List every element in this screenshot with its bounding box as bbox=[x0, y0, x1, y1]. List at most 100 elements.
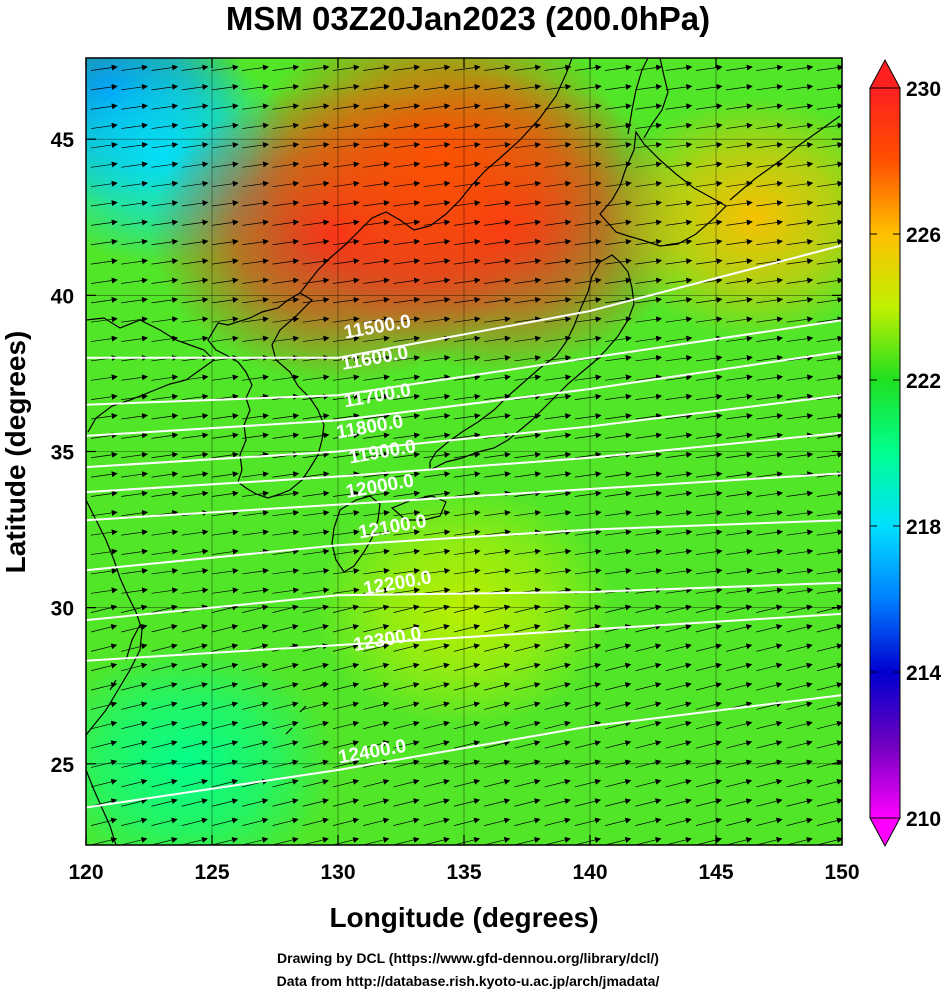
wind-vector bbox=[211, 180, 239, 188]
wind-vector bbox=[272, 548, 300, 555]
wind-vector bbox=[363, 122, 390, 129]
wind-vector bbox=[756, 335, 784, 342]
wind-vector bbox=[605, 180, 632, 188]
wind-vector bbox=[242, 374, 269, 381]
wind-vector bbox=[514, 817, 541, 826]
wind-vector bbox=[272, 490, 300, 497]
wind-vector bbox=[242, 817, 269, 826]
wind-vector bbox=[665, 335, 693, 342]
wind-vector bbox=[484, 200, 511, 207]
wind-vector bbox=[181, 451, 209, 459]
wind-vector bbox=[211, 817, 239, 826]
wind-vector bbox=[544, 509, 572, 517]
wind-vector bbox=[725, 682, 753, 691]
wind-vector bbox=[151, 296, 179, 304]
wind-vector bbox=[151, 393, 179, 401]
wind-vector bbox=[605, 740, 632, 749]
wind-vector bbox=[181, 238, 209, 246]
wind-vector bbox=[695, 296, 723, 304]
wind-vector bbox=[181, 142, 209, 149]
wind-vector bbox=[453, 837, 481, 845]
wind-vector bbox=[423, 432, 451, 439]
wind-vector bbox=[242, 296, 269, 304]
wind-vector bbox=[453, 180, 481, 188]
wind-vector bbox=[181, 529, 209, 536]
wind-vector bbox=[786, 720, 813, 730]
wind-vector bbox=[181, 662, 208, 672]
wind-vector bbox=[605, 393, 632, 401]
wind-vector bbox=[726, 161, 753, 168]
wind-vector bbox=[121, 529, 149, 536]
wind-vector bbox=[484, 413, 511, 420]
wind-vector bbox=[242, 219, 269, 226]
wind-vector bbox=[302, 335, 330, 342]
wind-vector bbox=[393, 83, 421, 91]
wind-vector bbox=[605, 161, 632, 168]
wind-vector bbox=[423, 161, 451, 168]
wind-vector bbox=[90, 432, 118, 439]
wind-vector bbox=[181, 490, 209, 497]
wind-vector bbox=[725, 798, 753, 807]
wind-vector bbox=[90, 83, 118, 91]
wind-vector bbox=[272, 837, 299, 845]
wind-vector bbox=[605, 238, 632, 246]
wind-vector bbox=[423, 778, 450, 788]
wind-vector bbox=[574, 471, 602, 478]
wind-vector bbox=[181, 103, 209, 110]
wind-vector bbox=[574, 277, 602, 284]
wind-vector bbox=[151, 798, 178, 807]
wind-vector bbox=[574, 413, 602, 420]
wind-vector bbox=[786, 103, 814, 110]
wind-vector bbox=[695, 837, 723, 845]
wind-vector bbox=[302, 701, 329, 710]
wind-vector bbox=[665, 296, 693, 304]
wind-vector bbox=[484, 701, 511, 710]
wind-vector bbox=[816, 103, 842, 110]
colorbar-tick-label: 218 bbox=[906, 516, 941, 539]
wind-vector bbox=[272, 701, 299, 710]
wind-vector bbox=[332, 219, 360, 226]
wind-vector bbox=[786, 122, 814, 129]
wind-vector bbox=[605, 529, 632, 536]
wind-vector bbox=[665, 759, 692, 768]
wind-vector bbox=[635, 432, 663, 439]
wind-vector bbox=[121, 643, 148, 652]
wind-vector bbox=[605, 759, 632, 768]
wind-vector bbox=[605, 682, 632, 691]
wind-vector bbox=[393, 355, 421, 362]
wind-vector bbox=[453, 490, 481, 497]
wind-vector bbox=[363, 296, 390, 304]
wind-vector bbox=[756, 142, 784, 149]
wind-vector bbox=[302, 604, 329, 613]
wind-vector bbox=[453, 142, 481, 149]
wind-vector bbox=[786, 316, 814, 323]
colorbar-tick-label: 210 bbox=[906, 808, 941, 831]
wind-vector bbox=[363, 548, 390, 555]
wind-vector bbox=[242, 103, 269, 110]
wind-vector bbox=[453, 64, 481, 71]
wind-vector bbox=[363, 393, 390, 401]
wind-vector bbox=[453, 451, 481, 459]
wind-vector bbox=[151, 335, 179, 342]
wind-vector bbox=[605, 548, 632, 555]
wind-vector bbox=[332, 277, 360, 284]
wind-vector bbox=[302, 817, 329, 826]
wind-vector bbox=[453, 604, 481, 613]
wind-vector bbox=[242, 837, 269, 845]
wind-vector bbox=[786, 529, 814, 536]
wind-vector bbox=[393, 604, 420, 613]
wind-vector bbox=[211, 604, 239, 613]
wind-vector bbox=[726, 296, 753, 304]
wind-vector bbox=[332, 180, 360, 188]
wind-vector bbox=[272, 335, 300, 342]
wind-vector bbox=[90, 258, 118, 265]
wind-vector bbox=[756, 509, 784, 517]
wind-vector bbox=[665, 509, 693, 517]
contour-line bbox=[86, 472, 842, 522]
wind-vector bbox=[514, 837, 541, 845]
wind-vector bbox=[121, 568, 149, 575]
wind-vector bbox=[635, 413, 663, 420]
wind-vector bbox=[242, 200, 269, 207]
wind-vector bbox=[121, 413, 149, 420]
wind-vector bbox=[484, 740, 511, 749]
